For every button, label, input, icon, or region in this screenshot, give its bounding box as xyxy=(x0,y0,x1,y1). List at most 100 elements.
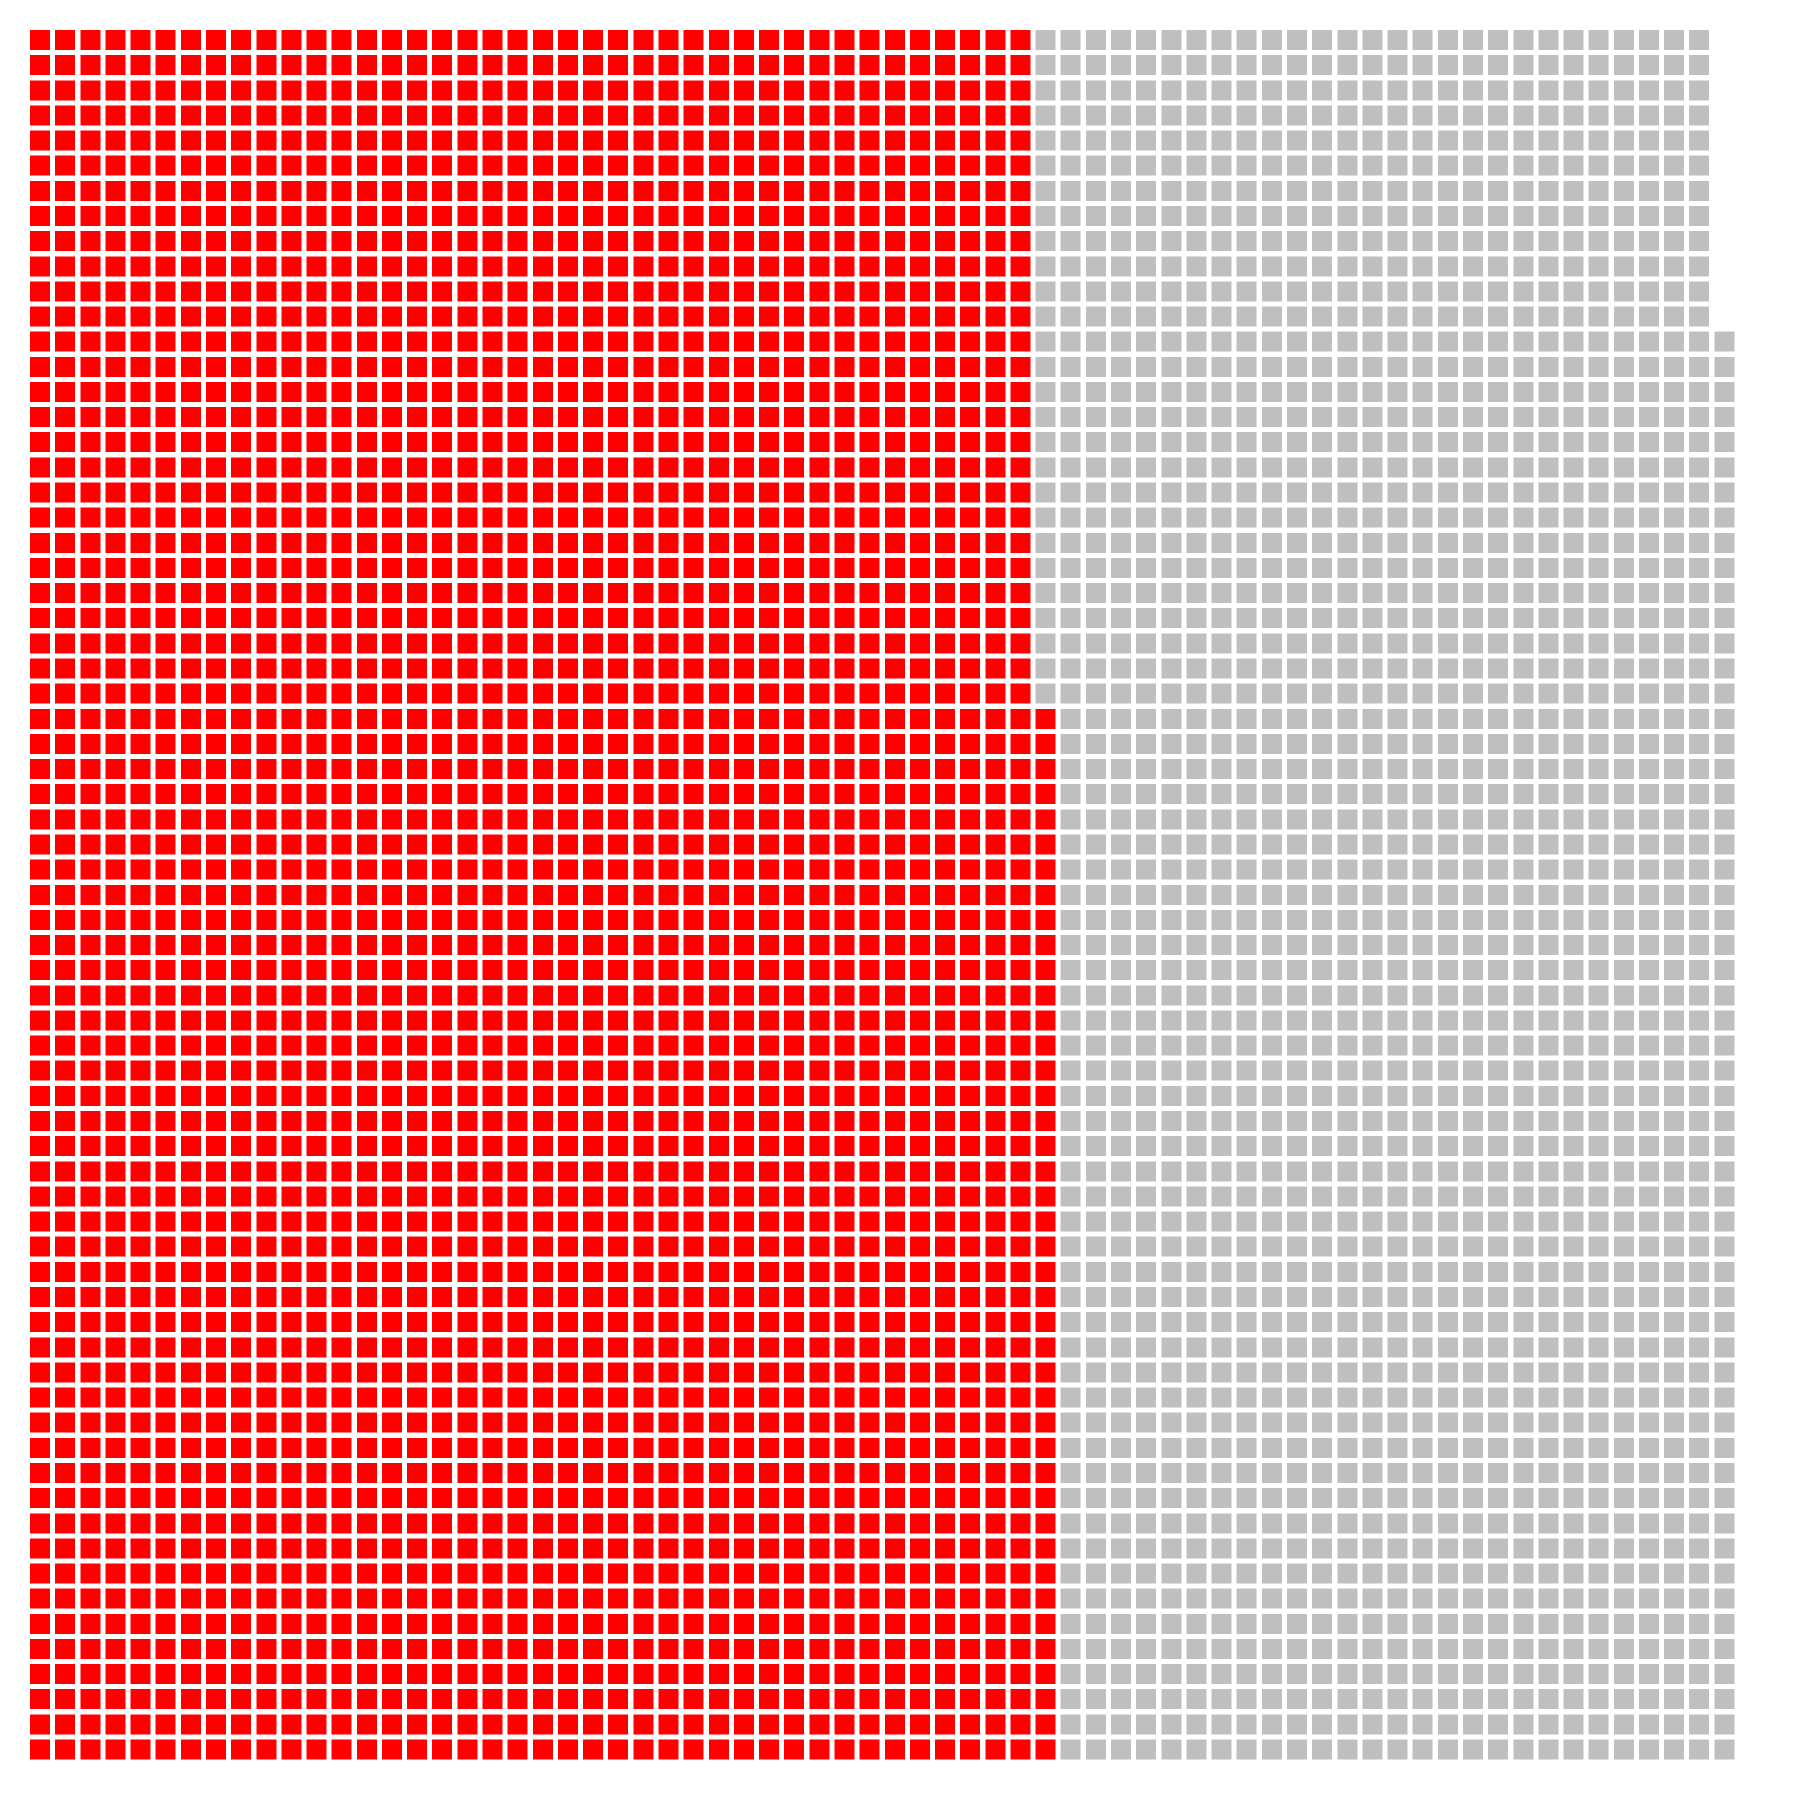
waffle-cell-filled xyxy=(759,1588,780,1609)
waffle-cell-filled xyxy=(205,1538,226,1559)
waffle-cell-filled xyxy=(482,231,503,252)
waffle-cell-filled xyxy=(381,1513,402,1534)
waffle-cell-filled xyxy=(960,180,981,201)
waffle-cell-filled xyxy=(985,1287,1006,1307)
waffle-cell-filled xyxy=(30,532,50,553)
waffle-cell-filled xyxy=(557,708,578,729)
waffle-cell-filled xyxy=(356,331,377,352)
waffle-cell-filled xyxy=(231,1287,252,1307)
waffle-cell-empty xyxy=(1186,1060,1207,1081)
waffle-cell-filled xyxy=(331,205,352,226)
waffle-cell-filled xyxy=(80,381,101,402)
waffle-cell-filled xyxy=(633,1437,654,1458)
waffle-cell-empty xyxy=(1513,105,1534,126)
waffle-cell-empty xyxy=(1085,909,1106,930)
waffle-cell-filled xyxy=(155,1085,176,1106)
waffle-cell-filled xyxy=(180,331,201,352)
waffle-cell-filled xyxy=(105,1337,126,1358)
waffle-cell-filled xyxy=(155,256,176,277)
waffle-cell-empty xyxy=(1060,532,1081,553)
waffle-cell-filled xyxy=(1035,1211,1056,1232)
waffle-cell-filled xyxy=(155,1462,176,1483)
waffle-cell-empty xyxy=(1236,708,1257,729)
waffle-cell-empty xyxy=(1513,1287,1534,1307)
waffle-cell-filled xyxy=(306,507,327,528)
waffle-cell-empty xyxy=(1186,633,1207,654)
waffle-cell-empty xyxy=(1387,1060,1408,1081)
waffle-cell-empty xyxy=(1287,759,1307,780)
waffle-cell-empty xyxy=(1689,859,1710,880)
waffle-cell-filled xyxy=(331,532,352,553)
waffle-cell-empty xyxy=(1085,658,1106,679)
waffle-cell-filled xyxy=(557,557,578,578)
waffle-cell-filled xyxy=(784,1689,805,1710)
waffle-cell-empty xyxy=(1613,1035,1634,1056)
waffle-cell-filled xyxy=(658,834,679,855)
waffle-cell-empty xyxy=(1538,809,1559,830)
waffle-cell-filled xyxy=(205,784,226,805)
waffle-cell-empty xyxy=(1462,1387,1483,1408)
waffle-cell-filled xyxy=(658,1362,679,1383)
waffle-cell-filled xyxy=(1010,1287,1031,1307)
waffle-cell-filled xyxy=(733,985,754,1006)
waffle-cell-filled xyxy=(708,532,729,553)
waffle-cell-filled xyxy=(407,457,428,478)
waffle-cell-filled xyxy=(105,1362,126,1383)
waffle-cell-empty xyxy=(1689,356,1710,377)
waffle-cell-empty xyxy=(1563,356,1584,377)
waffle-cell-empty xyxy=(1261,1412,1282,1433)
waffle-cell-empty xyxy=(1312,1186,1333,1207)
waffle-cell-filled xyxy=(381,859,402,880)
waffle-cell-empty xyxy=(1588,1010,1609,1031)
waffle-cell-empty xyxy=(1513,583,1534,604)
waffle-cell-empty xyxy=(1412,1362,1433,1383)
waffle-cell-empty xyxy=(1488,432,1509,453)
waffle-cell-filled xyxy=(306,1739,327,1760)
waffle-cell-empty xyxy=(1060,1613,1081,1634)
waffle-cell-filled xyxy=(1035,1085,1056,1106)
waffle-cell-empty xyxy=(1714,1538,1735,1559)
waffle-cell-filled xyxy=(532,658,553,679)
waffle-cell-filled xyxy=(432,633,453,654)
waffle-cell-filled xyxy=(155,1261,176,1282)
waffle-cell-empty xyxy=(1312,608,1333,629)
waffle-cell-filled xyxy=(306,130,327,151)
waffle-cell-filled xyxy=(759,1462,780,1483)
waffle-cell-empty xyxy=(1337,583,1358,604)
waffle-cell-filled xyxy=(784,935,805,956)
waffle-cell-empty xyxy=(1236,1236,1257,1257)
waffle-cell-empty xyxy=(1638,1739,1659,1760)
waffle-cell-filled xyxy=(608,909,629,930)
waffle-cell-filled xyxy=(884,1437,905,1458)
waffle-cell-empty xyxy=(1513,608,1534,629)
waffle-cell-filled xyxy=(180,457,201,478)
waffle-cell-filled xyxy=(809,1739,830,1760)
waffle-cell-filled xyxy=(859,1387,880,1408)
waffle-cell-filled xyxy=(356,1362,377,1383)
waffle-cell-filled xyxy=(960,708,981,729)
waffle-cell-empty xyxy=(1412,1613,1433,1634)
waffle-cell-empty xyxy=(1186,105,1207,126)
waffle-cell-filled xyxy=(105,1739,126,1760)
waffle-cell-filled xyxy=(784,205,805,226)
waffle-cell-filled xyxy=(205,708,226,729)
waffle-cell-filled xyxy=(935,1714,956,1735)
waffle-cell-empty xyxy=(1186,557,1207,578)
waffle-cell-empty xyxy=(1085,1513,1106,1534)
waffle-cell-filled xyxy=(708,381,729,402)
waffle-cell-empty xyxy=(1689,1312,1710,1333)
waffle-cell-filled xyxy=(155,155,176,176)
waffle-cell-filled xyxy=(532,507,553,528)
waffle-cell-filled xyxy=(231,180,252,201)
waffle-cell-empty xyxy=(1161,1689,1182,1710)
waffle-cell-empty xyxy=(1186,1538,1207,1559)
waffle-cell-filled xyxy=(457,205,478,226)
waffle-cell-empty xyxy=(1111,1638,1132,1659)
waffle-cell-empty xyxy=(1287,834,1307,855)
waffle-cell-empty xyxy=(1437,55,1458,76)
waffle-cell-filled xyxy=(432,809,453,830)
waffle-cell-filled xyxy=(356,1714,377,1735)
waffle-cell-filled xyxy=(809,306,830,327)
waffle-cell-filled xyxy=(935,1563,956,1584)
waffle-cell-filled xyxy=(432,105,453,126)
